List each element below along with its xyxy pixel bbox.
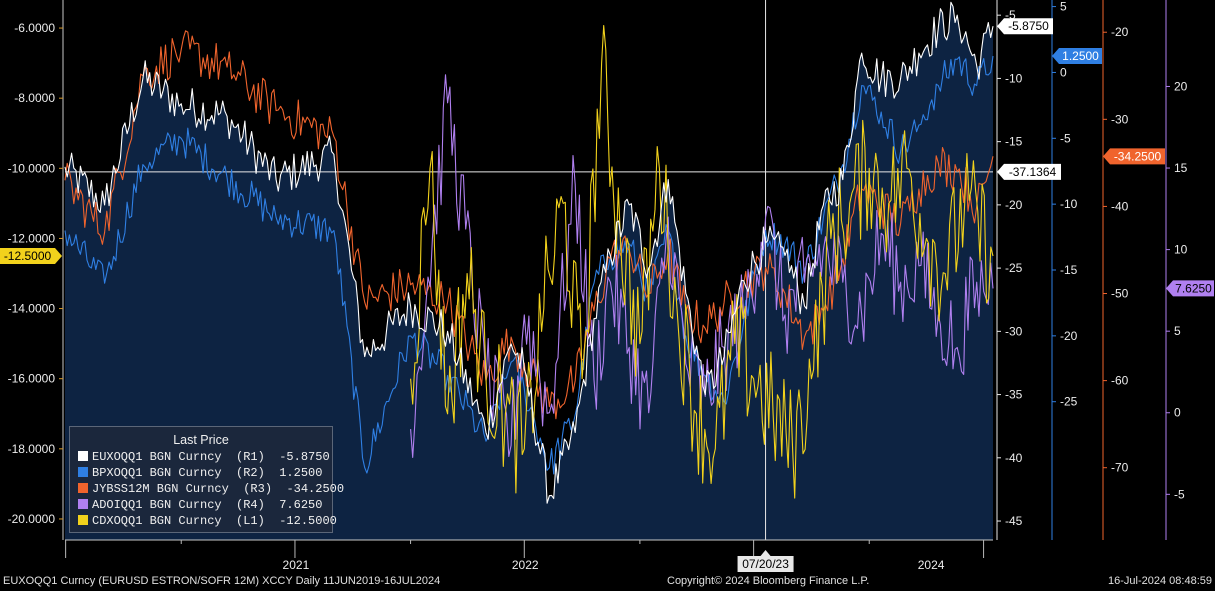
- tick-label-r1: -15: [1005, 135, 1023, 149]
- tick-label-l1: -16.0000: [8, 372, 56, 386]
- tick-label-r2: 5: [1060, 0, 1067, 14]
- last-price-tag-r2-box: [1052, 47, 1102, 64]
- last-price-tag-r4-label: 7.6250: [1175, 281, 1212, 295]
- legend-series-name: BPXOQQ1 BGN Curncy: [92, 466, 222, 480]
- legend-swatch: [78, 467, 88, 477]
- footer-copyright: Copyright© 2024 Bloomberg Finance L.P.: [667, 575, 870, 587]
- cursor-date-tag: 07/20/23: [737, 550, 794, 572]
- tick-label-r1: -40: [1005, 451, 1023, 465]
- series-line-l1: [410, 24, 994, 499]
- tick-label-r4: 20: [1174, 79, 1188, 93]
- primary-area-fill: [65, 2, 993, 541]
- legend-entry: ADOIQQ1 BGN Curncy (R4) 7.6250: [70, 497, 332, 513]
- crosshair-tag-r1: -37.1364: [997, 163, 1061, 180]
- legend-title: Last Price: [173, 433, 229, 447]
- tick-label-r1: -35: [1005, 388, 1023, 402]
- tick-label-r1: -5: [1005, 8, 1016, 22]
- legend: Last Price EUXOQQ1 BGN Curncy (R1) -5.87…: [69, 426, 344, 533]
- legend-series-name: JYBSS12M BGN Curncy: [92, 482, 229, 496]
- legend-last-value: -5.8750: [279, 450, 330, 464]
- legend-entry: EUXOQQ1 BGN Curncy (R1) -5.8750: [70, 449, 332, 465]
- last-price-tag-r1: -5.8750: [997, 18, 1053, 35]
- last-price-tag-r2: 1.2500: [1052, 47, 1102, 64]
- last-price-tag-r2-label: 1.2500: [1062, 49, 1099, 63]
- last-price-tag-r3-box: [1103, 148, 1165, 165]
- x-tick-label: 2021: [283, 558, 310, 572]
- footer-timestamp: 16-Jul-2024 08:48:59: [1108, 575, 1212, 587]
- tick-label-r2: -25: [1060, 395, 1078, 409]
- x-tick-label: 2022: [512, 558, 539, 572]
- legend-last-value: -34.2500: [286, 482, 345, 496]
- tick-label-l1: -10.0000: [8, 161, 56, 175]
- legend-swatch: [78, 451, 88, 461]
- tick-label-r1: -45: [1005, 514, 1023, 528]
- legend-series-name: ADOIQQ1 BGN Curncy: [92, 498, 222, 512]
- legend-swatch: [78, 515, 88, 525]
- x-tick-label: 2024: [918, 558, 945, 572]
- tick-label-r3: -30: [1111, 112, 1129, 126]
- last-price-tag-r4: 7.6250: [1166, 280, 1214, 297]
- last-price-tag-r3-label: -34.2500: [1114, 149, 1162, 163]
- tick-label-r3: -40: [1111, 199, 1129, 213]
- last-price-tag-r3: -34.2500: [1103, 148, 1165, 165]
- tick-label-r1: -25: [1005, 261, 1023, 275]
- series-line-r4: [410, 74, 994, 458]
- legend-axis: (R3): [228, 482, 287, 496]
- legend-series-name: CDXOQQ1 BGN Curncy: [92, 514, 222, 528]
- tick-label-r3: -50: [1111, 287, 1129, 301]
- tick-label-r2: -10: [1060, 197, 1078, 211]
- tick-label-r2: -15: [1060, 263, 1078, 277]
- tick-label-l1: -12.0000: [8, 231, 56, 245]
- tick-label-l1: -20.0000: [8, 512, 56, 526]
- legend-axis: (R4): [221, 498, 280, 512]
- tick-label-r2: -20: [1060, 329, 1078, 343]
- cursor-date-box: [737, 556, 794, 572]
- last-price-tag-r1-label: -5.8750: [1008, 19, 1049, 33]
- tick-label-r3: -20: [1111, 25, 1129, 39]
- tick-label-r3: -60: [1111, 374, 1129, 388]
- legend-axis: (L1): [221, 514, 280, 528]
- legend-last-value: 7.6250: [279, 498, 323, 512]
- legend-series-name: EUXOQQ1 BGN Curncy: [92, 450, 222, 464]
- tick-label-l1: -8.0000: [14, 91, 55, 105]
- tick-label-l1: -14.0000: [8, 302, 56, 316]
- tick-label-l1: -6.0000: [14, 21, 55, 35]
- series-line-r1: [64, 1, 994, 504]
- tick-label-l1: -18.0000: [8, 442, 56, 456]
- legend-swatch: [78, 483, 88, 493]
- legend-swatch: [78, 499, 88, 509]
- cursor-date-label: 07/20/23: [742, 557, 789, 571]
- tick-label-r1: -20: [1005, 198, 1023, 212]
- tick-label-r2: -5: [1060, 131, 1071, 145]
- tick-label-r1: -30: [1005, 324, 1023, 338]
- tick-label-r1: -10: [1005, 71, 1023, 85]
- legend-axis: (R2): [221, 466, 280, 480]
- tick-label-r3: -70: [1111, 461, 1129, 475]
- crosshair-tag-r1-label: -37.1364: [1009, 165, 1057, 179]
- tick-label-r2: 0: [1060, 65, 1067, 79]
- last-price-tag-l1-label: -12.5000: [4, 249, 52, 263]
- tick-label-r4: 15: [1174, 161, 1188, 175]
- tick-label-r4: 5: [1174, 324, 1181, 338]
- legend-entry: CDXOQQ1 BGN Curncy (L1) -12.5000: [70, 513, 337, 529]
- last-price-tag-r1-box: [997, 18, 1053, 35]
- crosshair-tag-r1-box: [997, 163, 1061, 180]
- tick-label-r4: -5: [1174, 487, 1185, 501]
- legend-last-value: -12.5000: [279, 514, 337, 528]
- tick-label-r4: 0: [1174, 406, 1181, 420]
- last-price-tag-l1-box: [0, 247, 62, 264]
- tick-label-r4: 10: [1174, 243, 1188, 257]
- series-line-r3: [64, 30, 994, 420]
- legend-entry: JYBSS12M BGN Curncy (R3) -34.2500: [70, 481, 344, 497]
- legend-entry: BPXOQQ1 BGN Curncy (R2) 1.2500: [70, 465, 332, 481]
- last-price-tag-l1: -12.5000: [0, 247, 62, 264]
- footer-description: EUXOQQ1 Curncy (EURUSD ESTRON/SOFR 12M) …: [3, 575, 441, 587]
- legend-last-value: 1.2500: [279, 466, 323, 480]
- last-price-tag-r4-box: [1166, 280, 1214, 297]
- legend-axis: (R1): [221, 450, 280, 464]
- cursor-date-pointer: [760, 550, 771, 556]
